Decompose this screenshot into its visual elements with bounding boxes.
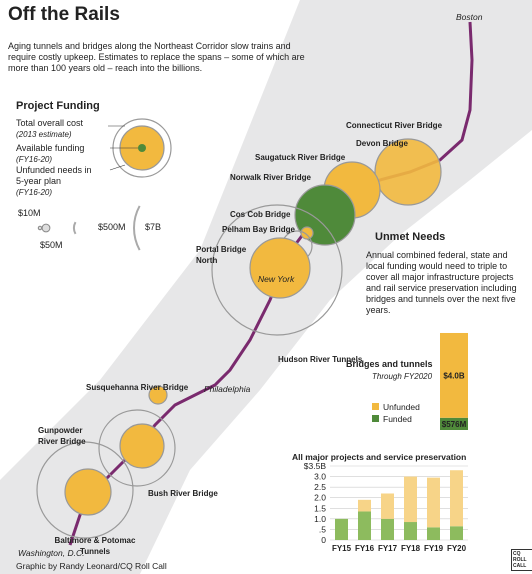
all-title: All major projects and service preservat… bbox=[292, 452, 467, 462]
bubble bbox=[300, 226, 314, 240]
x-tick-label: FY19 bbox=[424, 544, 444, 553]
project-label: Bush River Bridge bbox=[148, 489, 218, 498]
project-label: Devon Bridge bbox=[356, 139, 409, 148]
project-label: Gunpowder River Bridge bbox=[38, 426, 86, 446]
bubble bbox=[249, 237, 311, 299]
project-label: Pelham Bay Bridge bbox=[222, 225, 295, 234]
legend-swatch bbox=[372, 403, 379, 410]
project-label: Hudson River Tunnels bbox=[278, 355, 363, 364]
x-tick-label: FY18 bbox=[401, 544, 421, 553]
city-label: Boston bbox=[456, 12, 483, 22]
size-label: $7B bbox=[145, 222, 162, 232]
size-label: $10M bbox=[18, 208, 41, 218]
bar-segment bbox=[427, 527, 440, 540]
legend-label: Unfunded needs in 5-year plan bbox=[16, 165, 92, 186]
bar-segment bbox=[381, 493, 394, 519]
city-label: New York bbox=[258, 274, 295, 284]
bar-segment bbox=[440, 332, 468, 418]
legend-note: (2013 estimate) bbox=[16, 130, 72, 139]
bar-segment bbox=[427, 477, 440, 528]
legend-title: Project Funding bbox=[16, 100, 100, 112]
project-label: Saugatuck River Bridge bbox=[255, 153, 346, 162]
legend-note: (FY16-20) bbox=[16, 155, 53, 164]
project-label: Cos Cob Bridge bbox=[230, 210, 291, 219]
x-tick-label: FY20 bbox=[447, 544, 467, 553]
project-bubbles bbox=[36, 118, 442, 539]
city-label: Philadelphia bbox=[204, 384, 251, 394]
bubble bbox=[36, 441, 134, 539]
project-label: Baltimore & Potomac Tunnels bbox=[54, 536, 136, 556]
size-label: $50M bbox=[40, 240, 63, 250]
y-tick-label: 3.0 bbox=[314, 472, 326, 482]
title: Off the Rails bbox=[8, 4, 120, 25]
bar-segment bbox=[335, 518, 348, 540]
value-label: $576M bbox=[442, 420, 467, 429]
bubble bbox=[211, 204, 343, 336]
size-circle bbox=[41, 223, 51, 233]
unmet-text: Annual combined federal, state and local… bbox=[366, 250, 517, 315]
project-label: Norwalk River Bridge bbox=[230, 173, 311, 182]
size-arc bbox=[133, 205, 141, 251]
bridges-subtitle: Through FY2020 bbox=[372, 372, 433, 381]
bubble bbox=[98, 409, 176, 487]
bubble bbox=[148, 385, 168, 405]
bar-segment bbox=[358, 499, 371, 512]
leaders bbox=[108, 125, 138, 171]
unmet-title: Unmet Needs bbox=[375, 231, 446, 243]
project-label: Connecticut River Bridge bbox=[346, 121, 443, 130]
bubble bbox=[374, 138, 442, 206]
size-label: $500M bbox=[98, 222, 126, 232]
bubble bbox=[64, 468, 112, 516]
city-label: Washington, D.C. bbox=[18, 548, 84, 558]
credit: Graphic by Randy Leonard/CQ Roll Call bbox=[16, 561, 167, 571]
legend-label: Unfunded bbox=[383, 402, 420, 412]
bar-segment bbox=[450, 526, 463, 540]
y-tick-label: 1.0 bbox=[314, 514, 326, 524]
y-tick-label: .5 bbox=[319, 524, 326, 534]
legend-label: Total overall cost bbox=[16, 118, 84, 128]
bridges-title: Bridges and tunnels bbox=[346, 359, 433, 369]
bubble bbox=[119, 423, 165, 469]
y-tick-label: $3.5B bbox=[304, 461, 327, 471]
legend-label: Available funding bbox=[16, 143, 85, 153]
project-label: Portal Bridge North bbox=[196, 245, 247, 265]
bar-segment bbox=[404, 522, 417, 540]
value-label: $4.0B bbox=[443, 371, 465, 380]
legend-label: Funded bbox=[383, 414, 412, 424]
y-tick-label: 1.5 bbox=[314, 503, 326, 513]
bar-segment bbox=[440, 417, 468, 430]
y-tick-label: 0 bbox=[321, 535, 326, 545]
logo: CQ ROLL CALL bbox=[511, 549, 532, 571]
legend-note: (FY16-20) bbox=[16, 188, 53, 197]
legend-swatch bbox=[372, 415, 379, 422]
y-tick-label: 2.5 bbox=[314, 482, 326, 492]
bar-segment bbox=[381, 518, 394, 540]
size-circle bbox=[37, 225, 43, 231]
bar-segment bbox=[450, 470, 463, 527]
x-tick-label: FY17 bbox=[378, 544, 398, 553]
x-tick-label: FY15 bbox=[332, 544, 352, 553]
x-tick-label: FY16 bbox=[355, 544, 375, 553]
project-label: Susquehanna River Bridge bbox=[86, 383, 189, 392]
size-arc bbox=[73, 221, 77, 235]
subtitle: Aging tunnels and bridges along the Nort… bbox=[8, 41, 305, 73]
y-tick-label: 2.0 bbox=[314, 493, 326, 503]
bar-segment bbox=[358, 511, 371, 540]
legend-dot bbox=[138, 144, 146, 152]
bar-segment bbox=[404, 476, 417, 523]
